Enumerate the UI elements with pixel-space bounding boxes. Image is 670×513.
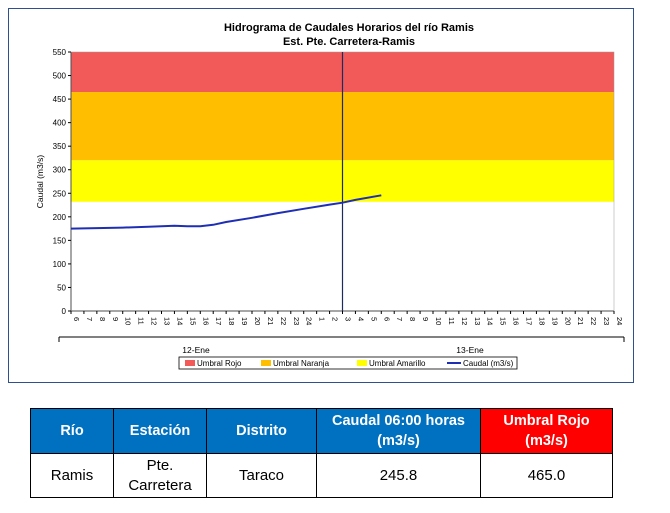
y-tick-label: 350	[53, 142, 67, 151]
y-tick-label: 550	[53, 48, 67, 57]
legend-label: Umbral Rojo	[197, 359, 242, 368]
y-tick-label: 300	[53, 166, 67, 175]
x-tick-label: 14	[175, 317, 184, 325]
x-tick-label: 6	[72, 317, 81, 321]
x-tick-label: 17	[214, 317, 223, 325]
x-tick-label: 13	[163, 317, 172, 325]
y-tick-label: 150	[53, 236, 67, 245]
day-label-12-ene: 12-Ene	[182, 345, 210, 355]
y-tick-label: 100	[53, 260, 67, 269]
x-tick-label: 11	[137, 317, 146, 325]
legend-swatch	[185, 360, 195, 366]
cell-caudal: 245.8	[316, 453, 481, 498]
chart-title: Hidrograma de Caudales Horarios del río …	[224, 22, 474, 34]
x-tick-label: 5	[369, 317, 378, 321]
header-umbral-rojo: Umbral Rojo (m3/s)	[480, 408, 613, 454]
x-tick-label: 10	[434, 317, 443, 325]
x-tick-label: 21	[266, 317, 275, 325]
x-tick-label: 19	[240, 317, 249, 325]
x-tick-label: 9	[111, 317, 120, 321]
legend-swatch	[357, 360, 367, 366]
x-tick-label: 23	[602, 317, 611, 325]
x-tick-label: 17	[525, 317, 534, 325]
legend-label: Umbral Amarillo	[369, 359, 426, 368]
chart-subtitle: Est. Pte. Carretera-Ramis	[283, 36, 415, 48]
x-tick-label: 18	[227, 317, 236, 325]
y-tick-label: 50	[57, 283, 66, 292]
y-tick-label: 0	[62, 307, 67, 316]
y-tick-label: 400	[53, 119, 67, 128]
chart-frame: Hidrograma de Caudales Horarios del río …	[8, 8, 634, 383]
x-tick-label: 21	[576, 317, 585, 325]
table-row: Ramis Pte. Carretera Taraco 245.8 465.0	[30, 453, 613, 498]
y-tick-label: 500	[53, 72, 67, 81]
y-tick-label: 450	[53, 95, 67, 104]
x-tick-label: 22	[589, 317, 598, 325]
x-tick-label: 20	[563, 317, 572, 325]
x-tick-label: 10	[124, 317, 133, 325]
x-tick-label: 19	[550, 317, 559, 325]
legend-label: Umbral Naranja	[273, 359, 330, 368]
x-tick-label: 15	[188, 317, 197, 325]
x-tick-label: 11	[447, 317, 456, 325]
series-line-caudal	[70, 194, 382, 230]
x-tick-label: 8	[98, 317, 107, 321]
table-header-row: Río Estación Distrito Caudal 06:00 horas…	[30, 408, 613, 454]
x-tick-label: 22	[279, 317, 288, 325]
cell-distrito: Taraco	[206, 453, 317, 498]
header-distrito: Distrito	[206, 408, 317, 454]
x-tick-label: 13	[473, 317, 482, 325]
x-tick-label: 18	[537, 317, 546, 325]
x-tick-label: 23	[292, 317, 301, 325]
cell-rio: Ramis	[30, 453, 114, 498]
x-tick-label: 16	[201, 317, 210, 325]
x-tick-label: 4	[356, 317, 365, 321]
header-estacion: Estación	[113, 408, 207, 454]
legend-label: Caudal (m3/s)	[463, 359, 514, 368]
header-rio: Río	[30, 408, 114, 454]
y-tick-label: 200	[53, 213, 67, 222]
x-tick-label: 8	[408, 317, 417, 321]
x-tick-label: 6	[382, 317, 391, 321]
legend-swatch	[261, 360, 271, 366]
x-tick-label: 20	[253, 317, 262, 325]
x-tick-label: 24	[615, 317, 624, 325]
x-tick-label: 12	[460, 317, 469, 325]
cell-estacion: Pte. Carretera	[113, 453, 207, 498]
hydrograph-chart: Hidrograma de Caudales Horarios del río …	[35, 22, 625, 370]
x-tick-label: 9	[421, 317, 430, 321]
y-tick-label: 250	[53, 189, 67, 198]
y-axis-label: Caudal (m3/s)	[35, 155, 45, 209]
cell-umbral-rojo: 465.0	[480, 453, 613, 498]
x-tick-label: 1	[318, 317, 327, 321]
x-tick-label: 15	[499, 317, 508, 325]
x-tick-label: 7	[85, 317, 94, 321]
x-tick-label: 7	[395, 317, 404, 321]
x-tick-label: 12	[150, 317, 159, 325]
x-tick-label: 24	[305, 317, 314, 325]
header-caudal: Caudal 06:00 horas (m3/s)	[316, 408, 481, 454]
x-tick-label: 14	[486, 317, 495, 325]
x-tick-label: 3	[344, 317, 353, 321]
x-tick-label: 16	[512, 317, 521, 325]
day-label-13-ene: 13-Ene	[456, 345, 484, 355]
x-tick-label: 2	[331, 317, 340, 321]
station-table: Río Estación Distrito Caudal 06:00 horas…	[30, 408, 613, 498]
